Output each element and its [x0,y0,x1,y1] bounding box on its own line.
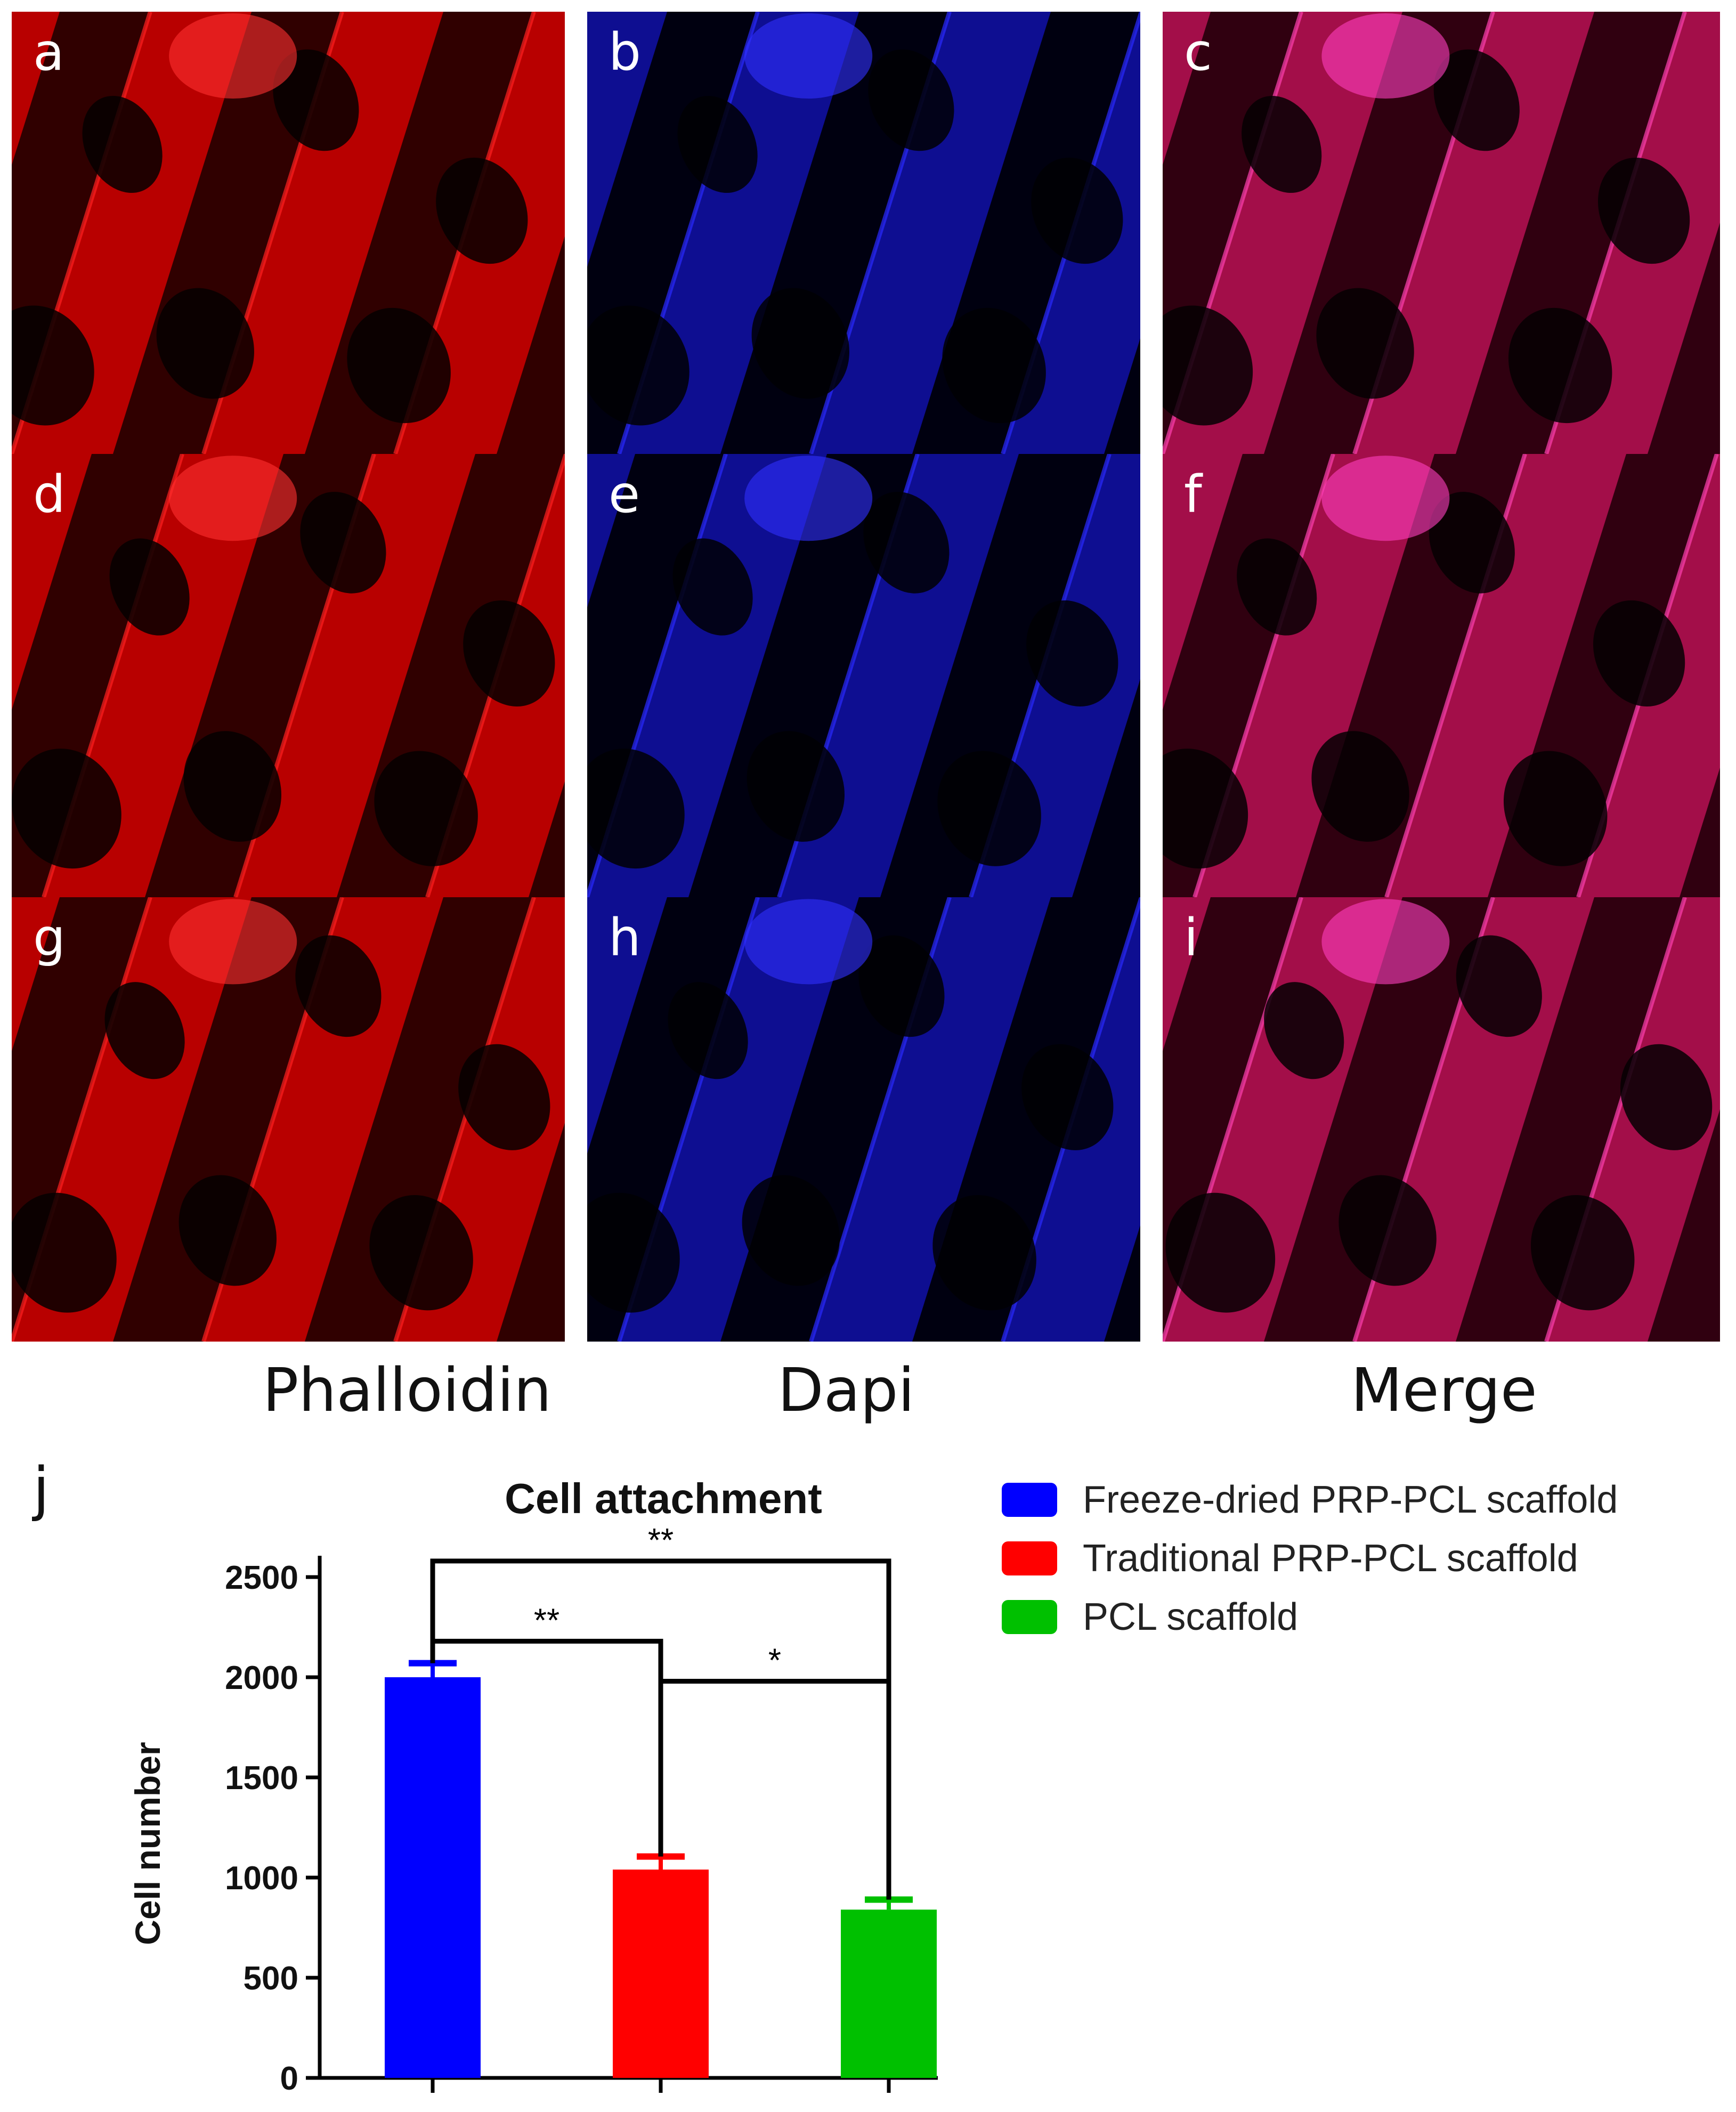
legend-item-freeze-dried: Freeze-dried PRP-PCL scaffold [1002,1479,1618,1521]
panel-letter: g [33,908,66,968]
micrograph-image [587,454,1140,897]
column-title-merge: Merge [1351,1356,1537,1425]
y-tick-label: 2500 [225,1559,298,1596]
bar-2 [613,1869,709,2078]
column-title-dapi: Dapi [777,1356,915,1425]
legend-swatch-green [1002,1600,1057,1634]
micrograph-image [587,12,1140,454]
micrograph-image [12,12,565,454]
micrograph-panel-f: f [1163,454,1720,897]
micrograph-image [1163,897,1720,1342]
micrograph-panel-d: d [12,454,565,897]
legend-label: Traditional PRP-PCL scaffold [1083,1537,1578,1580]
legend-label: Freeze-dried PRP-PCL scaffold [1083,1479,1618,1521]
micrograph-image [1163,12,1720,454]
panel-letter: b [609,22,641,82]
micrograph-image [12,897,565,1342]
y-axis-label: Cell number [128,1742,167,1945]
chart-panel-letter: j [33,1455,50,1523]
panel-letter: f [1184,465,1202,524]
micrograph-panel-i: i [1163,897,1720,1342]
micrograph-image [587,897,1140,1342]
micrograph-panel-b: b [587,12,1140,454]
panel-letter: i [1184,908,1198,968]
micrograph-image [1163,454,1720,897]
y-tick-label: 1000 [225,1860,298,1897]
y-tick-label: 0 [280,2060,298,2097]
micrograph-image [12,454,565,897]
panel-letter: c [1184,22,1212,82]
legend-swatch-red [1002,1541,1057,1575]
column-title-phalloidin: Phalloidin [262,1356,552,1425]
micrograph-panel-g: g [12,897,565,1342]
legend-item-pcl: PCL scaffold [1002,1596,1298,1638]
legend-swatch-blue [1002,1483,1057,1517]
micrograph-panel-a: a [12,12,565,454]
panel-letter: a [33,22,64,82]
panel-letter: e [609,465,640,524]
significance-label: ** [534,1602,559,1639]
y-tick-label: 2000 [225,1660,298,1696]
bar-3 [841,1910,937,2078]
micrograph-panel-e: e [587,454,1140,897]
chart-title: Cell attachment [505,1475,822,1522]
bar-1 [385,1677,481,2078]
y-tick-label: 500 [244,1960,298,1997]
micrograph-panel-c: c [1163,12,1720,454]
significance-bracket [658,1679,891,1900]
legend-item-traditional: Traditional PRP-PCL scaffold [1002,1537,1578,1580]
panel-letter: h [609,908,641,968]
significance-label: ** [648,1522,674,1559]
micrograph-panel-h: h [587,897,1140,1342]
legend-label: PCL scaffold [1083,1596,1299,1638]
significance-label: * [768,1643,781,1679]
y-tick-label: 1500 [225,1760,298,1797]
cell-attachment-chart: Cell attachment Cell number 0 500 1000 1500 20… [128,1475,938,2097]
panel-letter: d [33,465,66,524]
